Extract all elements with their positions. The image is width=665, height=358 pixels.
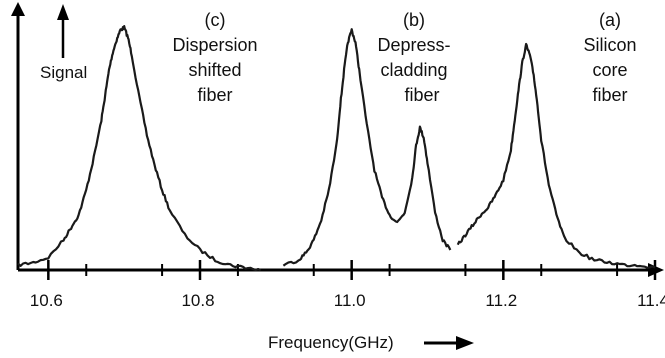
x-tick-label: 10.6 [30,291,63,310]
annotation-line: shifted [188,60,241,80]
labels: 10.6 10.8 11.0 11.2 11.4 Signal Frequency(GHz)… [30,4,665,352]
x-tick-label: 11.2 [485,291,517,310]
annotation-line: core [592,60,627,80]
annotation-line: fiber [404,85,439,105]
annotation-line: Depress- [377,35,450,55]
annotation-tag: (b) [403,10,425,30]
curves [17,25,656,272]
y-axis-arrow [11,2,25,16]
annotation-tag: (a) [599,10,621,30]
x-tick-label: 10.8 [181,291,214,310]
annotation-tag: (c) [205,10,226,30]
annotation-line: cladding [380,60,447,80]
series-line-1 [17,25,262,272]
x-tick-label: 11.0 [334,291,366,310]
annotation-line: fiber [197,85,232,105]
annotation-line: fiber [592,85,627,105]
x-axis-label: Frequency(GHz) [268,333,394,352]
series-line-2 [282,28,452,267]
series-line-3 [456,42,656,269]
annotation-line: Dispersion [172,35,257,55]
y-axis-label: Signal [40,63,87,82]
annotation-line: Silicon [583,35,636,55]
frequency-arrow-head [456,336,474,350]
signal-arrow-head [57,4,69,20]
x-tick-label: 11.4 [637,291,665,310]
